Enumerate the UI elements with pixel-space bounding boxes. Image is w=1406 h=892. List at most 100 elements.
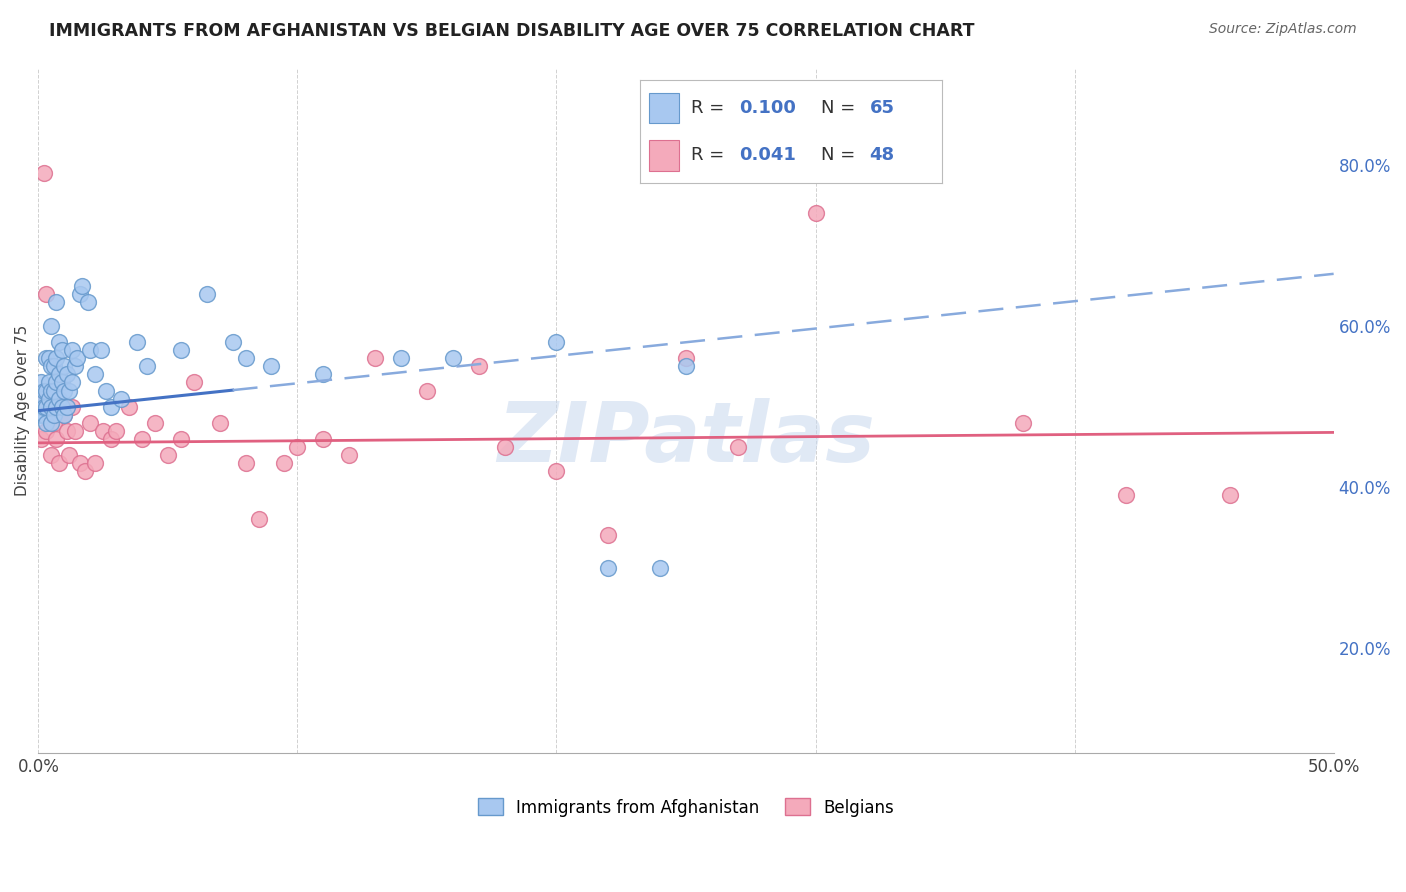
Point bbox=[287, 440, 309, 454]
Point bbox=[32, 166, 55, 180]
Point bbox=[312, 368, 335, 382]
Point bbox=[42, 384, 65, 398]
Point bbox=[48, 456, 70, 470]
Point bbox=[30, 392, 52, 406]
Point bbox=[39, 392, 62, 406]
Point bbox=[30, 432, 52, 446]
Point bbox=[32, 408, 55, 422]
Point bbox=[546, 335, 568, 350]
Point bbox=[1011, 416, 1033, 430]
Point bbox=[235, 351, 257, 366]
Point bbox=[35, 416, 58, 430]
Point bbox=[389, 351, 412, 366]
Point bbox=[53, 384, 76, 398]
Point bbox=[467, 359, 489, 374]
Text: R =: R = bbox=[692, 146, 730, 164]
Point bbox=[170, 343, 193, 358]
Point bbox=[195, 287, 218, 301]
Y-axis label: Disability Age Over 75: Disability Age Over 75 bbox=[15, 325, 30, 496]
Point bbox=[648, 560, 671, 574]
Point bbox=[60, 376, 83, 390]
Point bbox=[63, 424, 86, 438]
Point bbox=[39, 448, 62, 462]
Text: N =: N = bbox=[821, 99, 860, 117]
Point bbox=[53, 408, 76, 422]
Point bbox=[42, 408, 65, 422]
Point bbox=[100, 400, 122, 414]
Point bbox=[79, 416, 101, 430]
Point bbox=[45, 400, 67, 414]
Text: 65: 65 bbox=[869, 99, 894, 117]
Point bbox=[136, 359, 159, 374]
Point bbox=[42, 416, 65, 430]
Point bbox=[72, 279, 94, 293]
Point bbox=[247, 512, 270, 526]
Point bbox=[110, 392, 132, 406]
Point bbox=[69, 456, 91, 470]
Text: N =: N = bbox=[821, 146, 860, 164]
Point bbox=[91, 424, 114, 438]
Point bbox=[118, 400, 141, 414]
Point bbox=[58, 384, 80, 398]
Point bbox=[260, 359, 283, 374]
Point bbox=[105, 424, 128, 438]
Point bbox=[45, 295, 67, 310]
Point bbox=[30, 400, 52, 414]
Point bbox=[66, 351, 89, 366]
Point bbox=[35, 287, 58, 301]
Point bbox=[56, 368, 79, 382]
Point bbox=[546, 464, 568, 478]
Point bbox=[45, 376, 67, 390]
Point bbox=[89, 343, 111, 358]
Point bbox=[364, 351, 387, 366]
Point bbox=[416, 384, 439, 398]
Point bbox=[30, 392, 52, 406]
Point bbox=[441, 351, 464, 366]
Point bbox=[30, 408, 52, 422]
Point bbox=[45, 351, 67, 366]
Point bbox=[727, 440, 749, 454]
Point bbox=[76, 295, 98, 310]
Text: ZIPatlas: ZIPatlas bbox=[498, 398, 875, 478]
Point bbox=[56, 424, 79, 438]
Point bbox=[208, 416, 231, 430]
Point bbox=[143, 416, 166, 430]
Point bbox=[79, 343, 101, 358]
Point bbox=[156, 448, 179, 462]
Point bbox=[35, 400, 58, 414]
Point bbox=[69, 287, 91, 301]
Point bbox=[39, 359, 62, 374]
Point bbox=[51, 376, 73, 390]
Point bbox=[56, 400, 79, 414]
Point bbox=[63, 359, 86, 374]
Point bbox=[131, 432, 153, 446]
Point bbox=[42, 359, 65, 374]
Bar bbox=[648, 140, 679, 170]
Point bbox=[39, 384, 62, 398]
Point bbox=[53, 408, 76, 422]
Point bbox=[100, 432, 122, 446]
Point bbox=[598, 560, 620, 574]
Point bbox=[675, 351, 697, 366]
Legend: Immigrants from Afghanistan, Belgians: Immigrants from Afghanistan, Belgians bbox=[471, 792, 900, 823]
Point bbox=[221, 335, 243, 350]
Point bbox=[39, 319, 62, 334]
Point bbox=[51, 400, 73, 414]
Point bbox=[48, 368, 70, 382]
Text: R =: R = bbox=[692, 99, 730, 117]
Point bbox=[60, 343, 83, 358]
Point bbox=[94, 384, 117, 398]
Point bbox=[53, 359, 76, 374]
Point bbox=[273, 456, 295, 470]
Point bbox=[1115, 488, 1137, 502]
Point bbox=[312, 432, 335, 446]
Bar bbox=[648, 93, 679, 123]
Point bbox=[73, 464, 96, 478]
Point bbox=[235, 456, 257, 470]
Point bbox=[51, 343, 73, 358]
Point bbox=[39, 400, 62, 414]
Point bbox=[675, 359, 697, 374]
Point bbox=[38, 351, 60, 366]
Point bbox=[38, 392, 60, 406]
Point bbox=[48, 392, 70, 406]
